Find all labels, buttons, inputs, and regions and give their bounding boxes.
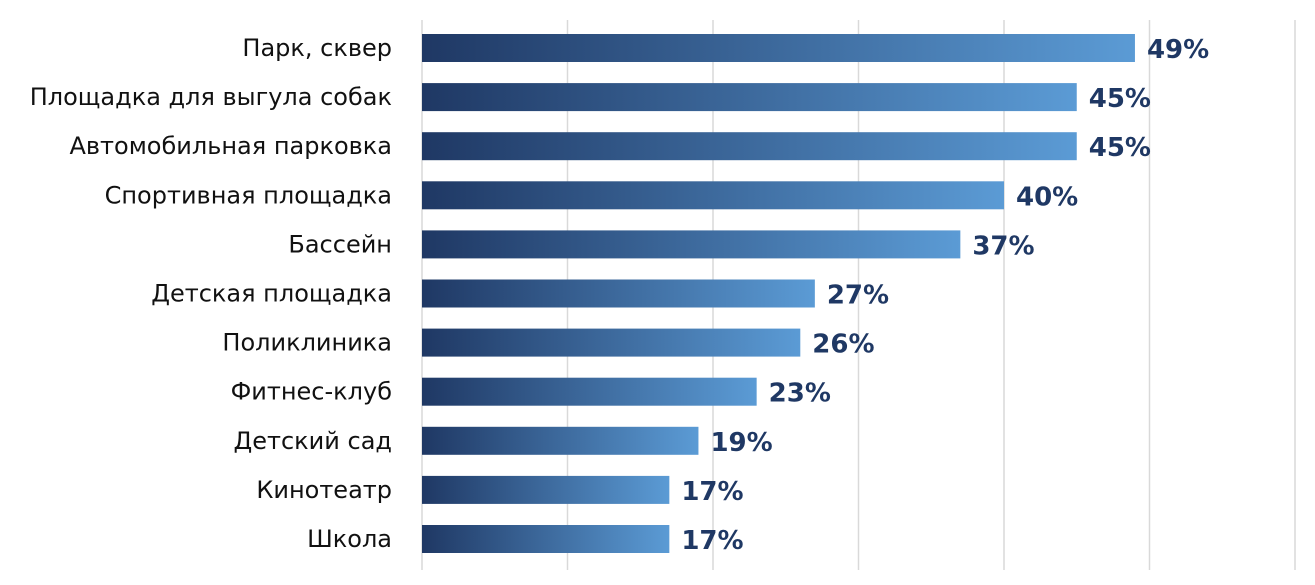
category-label: Автомобильная парковка	[69, 132, 392, 160]
bar	[422, 525, 670, 553]
value-label: 37%	[972, 231, 1034, 261]
bars	[422, 34, 1135, 553]
value-label: 17%	[681, 477, 743, 507]
value-label: 23%	[769, 379, 831, 409]
category-labels: Парк, сквер Площадка для выгула собак Авто…	[30, 34, 392, 553]
bar	[422, 34, 1135, 62]
value-label: 45%	[1089, 133, 1151, 163]
bar	[422, 426, 699, 455]
bar	[422, 132, 1077, 161]
category-label: Спортивная площадка	[105, 181, 392, 209]
value-label: 40%	[1016, 182, 1078, 212]
value-label: 45%	[1089, 84, 1151, 114]
bar	[422, 279, 815, 308]
bar	[422, 475, 670, 504]
category-label: Кинотеатр	[256, 476, 392, 504]
bar	[422, 181, 1004, 210]
value-label: 26%	[812, 330, 874, 360]
category-label: Фитнес-клуб	[231, 378, 392, 406]
category-label: Школа	[307, 525, 392, 553]
value-label: 19%	[710, 428, 772, 458]
category-label: Детская площадка	[151, 280, 392, 308]
value-label: 49%	[1147, 35, 1209, 65]
category-label: Парк, сквер	[242, 34, 392, 62]
value-label: 17%	[681, 526, 743, 556]
category-label: Детский сад	[233, 427, 392, 455]
value-label: 27%	[827, 281, 889, 311]
bar	[422, 230, 961, 259]
bar	[422, 83, 1077, 112]
category-label: Бассейн	[288, 230, 392, 258]
value-labels: 49% 45% 45% 40% 37% 27% 26% 23% 19% 17% 17%	[681, 35, 1209, 556]
category-label: Площадка для выгула собак	[30, 83, 392, 111]
bar	[422, 377, 757, 406]
bar	[422, 328, 801, 357]
category-label: Поликлиника	[222, 329, 392, 357]
